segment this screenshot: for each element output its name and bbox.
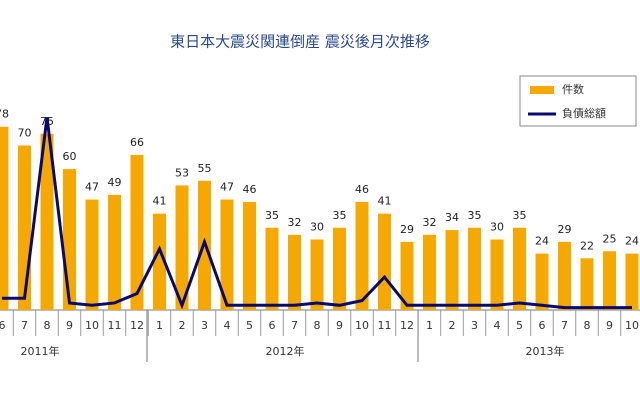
bar <box>220 199 234 310</box>
value-label: 30 <box>490 221 504 234</box>
value-label: 53 <box>175 166 189 179</box>
x-tick-label: 8 <box>44 319 51 332</box>
bar <box>378 213 391 310</box>
value-label: 46 <box>243 183 257 196</box>
value-label: 29 <box>400 223 414 236</box>
value-label: 34 <box>445 211 459 224</box>
x-tick-label: 9 <box>336 319 343 332</box>
bar <box>63 169 76 310</box>
x-tick-label: 1 <box>156 319 163 332</box>
value-label: 47 <box>220 181 234 194</box>
x-tick-label: 5 <box>516 319 523 332</box>
bar <box>468 227 481 310</box>
bar <box>85 199 99 310</box>
bar <box>513 227 526 310</box>
line <box>2 117 632 310</box>
value-label: 24 <box>535 235 549 248</box>
x-tick-label: 11 <box>108 319 122 332</box>
bar <box>423 234 436 310</box>
year-label: 2011年 <box>21 344 60 358</box>
x-tick-label: 8 <box>584 319 591 332</box>
legend-swatch <box>530 86 554 94</box>
x-tick-label: 6 <box>539 319 546 332</box>
x-tick-label: 2 <box>449 319 456 332</box>
value-label: 41 <box>153 195 167 208</box>
value-label: 24 <box>625 235 639 248</box>
bar <box>580 258 594 310</box>
chart-title: 東日本大震災関連倒産 震災後月次推移 <box>170 33 430 51</box>
value-label: 47 <box>85 181 99 194</box>
bar <box>310 239 324 310</box>
value-label: 32 <box>423 216 437 229</box>
x-tick-label: 6 <box>269 319 276 332</box>
x-tick-label: 8 <box>314 319 321 332</box>
x-tick-label: 3 <box>201 319 208 332</box>
value-label: 66 <box>130 136 144 149</box>
value-label: 49 <box>108 176 122 189</box>
x-tick-label: 12 <box>400 319 414 332</box>
x-tick-label: 5 <box>246 319 253 332</box>
value-label: 60 <box>63 150 77 163</box>
bar <box>535 253 549 310</box>
value-label: 32 <box>288 216 302 229</box>
x-tick-label: 2 <box>179 319 186 332</box>
bar <box>490 239 504 310</box>
bar <box>333 227 346 310</box>
bar <box>130 154 144 310</box>
bar <box>108 194 121 310</box>
bar <box>558 241 571 310</box>
legend-label: 件数 <box>562 83 584 96</box>
value-label: 35 <box>265 209 279 222</box>
x-tick-label: 1 <box>426 319 433 332</box>
x-tick-label: 4 <box>494 319 501 332</box>
value-label: 70 <box>18 127 32 140</box>
x-tick-label: 7 <box>21 319 28 332</box>
value-label: 30 <box>310 221 324 234</box>
value-label: 78 <box>0 108 9 121</box>
bar <box>445 230 459 310</box>
x-tick-label: 11 <box>378 319 392 332</box>
x-tick-label: 10 <box>355 319 369 332</box>
value-label: 22 <box>580 239 594 252</box>
x-tick-label: 9 <box>66 319 73 332</box>
value-label: 55 <box>198 162 212 175</box>
x-tick-label: 7 <box>291 319 298 332</box>
x-tick-label: 12 <box>130 319 144 332</box>
x-tick-label: 10 <box>625 319 639 332</box>
value-label: 25 <box>603 232 617 245</box>
x-tick-label: 9 <box>606 319 613 332</box>
value-label: 35 <box>333 209 347 222</box>
x-tick-label: 4 <box>224 319 231 332</box>
bar <box>243 201 256 310</box>
legend-label: 負債総額 <box>562 106 606 120</box>
bar <box>603 251 616 310</box>
x-tick-label: 3 <box>471 319 478 332</box>
bar <box>400 241 414 310</box>
bar <box>625 253 639 310</box>
x-tick-label: 6 <box>0 319 6 332</box>
bar <box>18 145 31 310</box>
bar <box>175 185 189 310</box>
bar <box>0 126 9 310</box>
bar <box>265 227 279 310</box>
x-tick-label: 10 <box>85 319 99 332</box>
value-label: 35 <box>513 209 527 222</box>
value-label: 41 <box>378 195 392 208</box>
value-label: 35 <box>468 209 482 222</box>
x-tick-label: 7 <box>561 319 568 332</box>
bar <box>153 213 166 310</box>
value-label: 46 <box>355 183 369 196</box>
bar <box>288 234 301 310</box>
year-label: 2013年 <box>526 344 565 358</box>
year-label: 2012年 <box>266 344 305 358</box>
bar <box>40 133 54 310</box>
legend <box>519 75 637 127</box>
bar <box>355 201 369 310</box>
value-label: 29 <box>558 223 572 236</box>
